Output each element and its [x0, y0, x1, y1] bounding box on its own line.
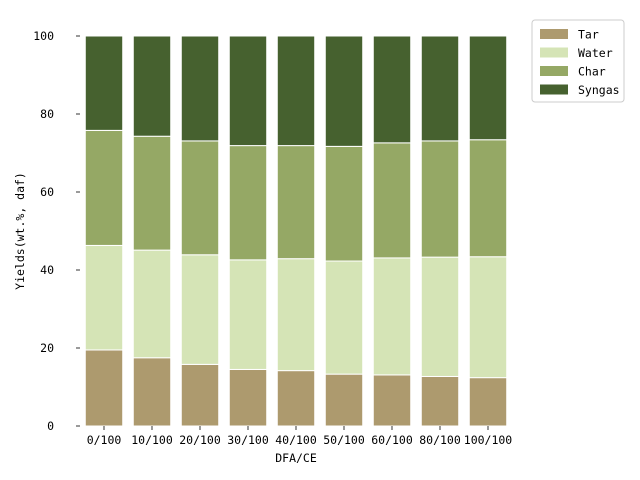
bar-segment-char-7: [420, 140, 460, 258]
bar-segment-char-8: [468, 139, 508, 258]
legend-swatch-syngas: [540, 84, 568, 95]
bar-segment-tar-8: [468, 377, 508, 427]
bar-segment-syngas-8: [468, 35, 508, 141]
y-tick-label: 20: [40, 341, 54, 355]
bar-segment-tar-6: [372, 374, 412, 427]
legend-label-water: Water: [578, 46, 613, 60]
bar-segment-char-4: [276, 145, 316, 260]
y-tick-label: 100: [33, 29, 54, 43]
x-axis: 0/100 10/100 20/100 30/100 40/100 50/100 60/10…: [87, 426, 513, 447]
bar-segment-water-0: [84, 244, 124, 351]
bar-segment-syngas-1: [132, 35, 172, 137]
bar-segment-char-3: [228, 145, 268, 261]
bar-segment-tar-3: [228, 368, 268, 427]
x-tick-label: 100/100: [464, 433, 513, 447]
bar-segment-syngas-6: [372, 35, 412, 144]
bar-segment-tar-0: [84, 349, 124, 427]
x-tick-label: 10/100: [131, 433, 173, 447]
bar-segment-char-1: [132, 135, 172, 251]
legend-label-tar: Tar: [578, 28, 599, 42]
y-tick-label: 0: [47, 419, 54, 433]
bar-segment-tar-5: [324, 373, 364, 427]
x-axis-title: DFA/CE: [275, 451, 317, 465]
bar-segment-tar-1: [132, 357, 172, 427]
x-tick-label: 30/100: [227, 433, 269, 447]
legend: Tar Water Char Syngas: [531, 19, 625, 103]
bar-segment-char-5: [324, 145, 364, 262]
x-tick-label: 40/100: [275, 433, 317, 447]
bar-segment-tar-7: [420, 375, 460, 427]
bar-segment-syngas-2: [180, 35, 220, 142]
bar-segment-water-6: [372, 257, 412, 376]
bar-segment-water-7: [420, 256, 460, 377]
x-tick-label: 60/100: [371, 433, 413, 447]
bar-segment-water-8: [468, 256, 508, 379]
bar-segment-char-6: [372, 142, 412, 259]
legend-swatch-water: [540, 47, 568, 58]
y-tick-label: 80: [40, 107, 54, 121]
y-axis: 0 20 40 60 80 100: [33, 29, 80, 433]
legend-label-syngas: Syngas: [578, 83, 620, 97]
x-tick-label: 0/100: [87, 433, 122, 447]
legend-swatch-tar: [540, 29, 568, 39]
x-tick-label: 20/100: [179, 433, 221, 447]
bar-segment-syngas-7: [420, 35, 460, 142]
bar-segment-syngas-0: [84, 35, 124, 131]
y-tick-label: 60: [40, 185, 54, 199]
bar-segment-water-5: [324, 260, 364, 375]
bar-segment-water-2: [180, 254, 220, 365]
x-tick-label: 50/100: [323, 433, 365, 447]
y-tick-label: 40: [40, 263, 54, 277]
bar-segment-water-3: [228, 259, 268, 370]
bars-layer: [84, 35, 508, 427]
bar-segment-syngas-5: [324, 35, 364, 147]
bar-segment-water-4: [276, 258, 316, 372]
legend-label-char: Char: [578, 65, 606, 79]
legend-frame: [531, 19, 625, 103]
y-axis-title: Yields(wt.%, daf): [13, 172, 27, 290]
x-tick-label: 80/100: [419, 433, 461, 447]
bar-segment-water-1: [132, 249, 172, 359]
bar-segment-tar-2: [180, 363, 220, 427]
bar-segment-char-2: [180, 140, 220, 256]
bar-segment-syngas-4: [276, 35, 316, 147]
bar-segment-tar-4: [276, 370, 316, 427]
legend-swatch-char: [540, 66, 568, 76]
bar-segment-syngas-3: [228, 35, 268, 147]
bar-segment-char-0: [84, 129, 124, 246]
